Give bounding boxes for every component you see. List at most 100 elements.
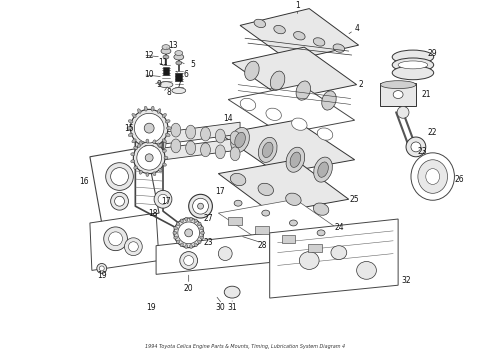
Ellipse shape [163,55,169,59]
Text: 7: 7 [176,80,181,89]
Ellipse shape [290,152,301,167]
Text: 19: 19 [97,271,106,280]
Ellipse shape [109,232,122,246]
Ellipse shape [134,166,137,169]
Ellipse shape [197,203,203,209]
Polygon shape [219,160,349,213]
Ellipse shape [172,87,186,94]
Text: 2: 2 [358,80,363,89]
Ellipse shape [224,286,240,298]
Ellipse shape [397,107,409,118]
FancyBboxPatch shape [282,235,295,243]
Ellipse shape [216,145,225,159]
Ellipse shape [163,163,167,166]
Ellipse shape [157,109,161,113]
Ellipse shape [186,125,196,139]
Ellipse shape [175,51,183,55]
Ellipse shape [270,71,285,90]
Polygon shape [90,147,159,223]
Ellipse shape [200,226,204,230]
Ellipse shape [104,227,127,251]
Text: 8: 8 [167,88,172,97]
Ellipse shape [184,256,194,265]
Text: 1: 1 [295,1,300,10]
Ellipse shape [235,132,245,148]
Ellipse shape [173,231,177,234]
Ellipse shape [154,190,172,208]
Ellipse shape [153,140,156,144]
Ellipse shape [318,162,328,177]
Ellipse shape [216,129,225,143]
Ellipse shape [266,108,281,121]
Text: 26: 26 [455,175,464,184]
Ellipse shape [290,220,297,226]
Ellipse shape [128,133,133,136]
Ellipse shape [331,246,347,260]
Ellipse shape [99,266,104,271]
Ellipse shape [124,238,142,256]
Polygon shape [149,122,240,146]
Ellipse shape [156,121,166,135]
Ellipse shape [231,127,249,153]
Ellipse shape [230,147,240,161]
Ellipse shape [193,198,208,214]
Text: 19: 19 [147,303,156,312]
Ellipse shape [132,139,136,143]
Text: 17: 17 [161,197,171,206]
Ellipse shape [174,218,203,248]
Ellipse shape [185,217,188,221]
Ellipse shape [258,138,277,162]
Ellipse shape [127,127,132,130]
Ellipse shape [230,174,246,186]
Text: 18: 18 [148,208,158,217]
Ellipse shape [176,240,180,243]
FancyBboxPatch shape [163,67,170,75]
Ellipse shape [106,163,133,190]
Polygon shape [228,85,355,134]
Ellipse shape [318,128,333,140]
Ellipse shape [156,137,166,151]
Polygon shape [270,219,398,298]
Ellipse shape [161,48,171,54]
Ellipse shape [189,194,212,218]
Text: 10: 10 [145,70,154,79]
Text: 15: 15 [124,123,134,132]
Ellipse shape [299,252,319,269]
Ellipse shape [158,194,168,204]
Ellipse shape [163,149,167,153]
Ellipse shape [157,143,161,148]
Ellipse shape [392,66,434,80]
Polygon shape [219,199,344,246]
Text: 32: 32 [401,276,411,285]
Ellipse shape [144,145,147,150]
Ellipse shape [111,192,128,210]
Ellipse shape [357,261,376,279]
Ellipse shape [393,91,403,99]
Ellipse shape [258,183,273,195]
Ellipse shape [180,219,183,223]
Ellipse shape [418,160,447,193]
Text: 24: 24 [334,224,343,233]
Text: 5: 5 [190,60,195,69]
Text: 4: 4 [354,24,359,33]
FancyBboxPatch shape [228,217,242,225]
Ellipse shape [133,142,165,174]
Ellipse shape [162,113,167,117]
Ellipse shape [185,244,188,248]
Text: 30: 30 [216,303,225,312]
Ellipse shape [322,91,336,110]
Ellipse shape [426,168,440,184]
Ellipse shape [190,217,193,221]
Ellipse shape [165,133,170,136]
Ellipse shape [165,120,170,123]
Ellipse shape [139,141,143,145]
Polygon shape [156,233,270,274]
Text: 27: 27 [204,213,213,222]
Ellipse shape [153,172,156,176]
Ellipse shape [197,240,201,243]
Text: 11: 11 [158,58,168,67]
Ellipse shape [286,147,305,172]
Text: 1994 Toyota Celica Engine Parts & Mounts, Timing, Lubrication System Diagram 4: 1994 Toyota Celica Engine Parts & Mounts… [145,345,345,350]
FancyBboxPatch shape [380,83,416,107]
Ellipse shape [317,230,325,236]
